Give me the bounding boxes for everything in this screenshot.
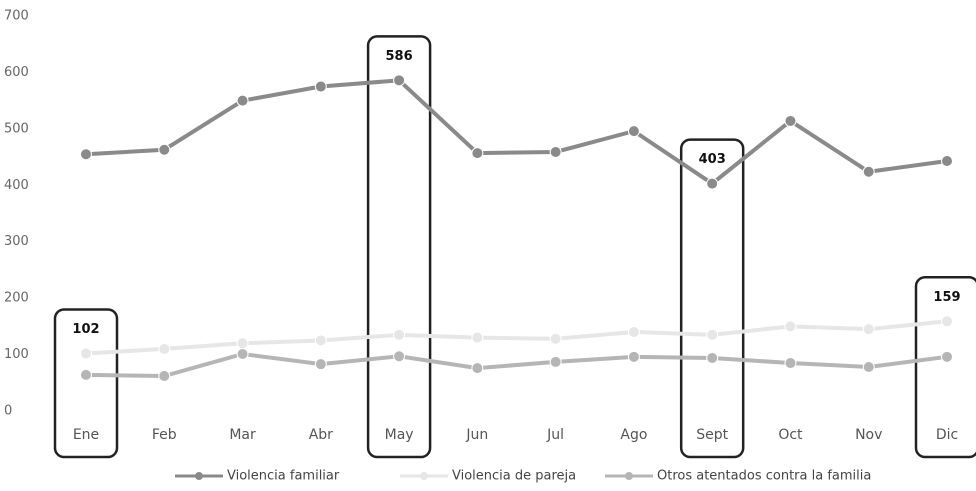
data-point: [942, 351, 953, 362]
data-point: [863, 324, 874, 335]
data-point: [628, 327, 639, 338]
x-tick-label: Abr: [309, 427, 333, 443]
annotation-label: 403: [699, 152, 726, 167]
x-tick-label: Ene: [73, 427, 99, 443]
legend-marker: [195, 472, 203, 480]
y-tick-label: 0: [4, 404, 12, 419]
data-point: [472, 363, 483, 374]
x-tick-label: Ago: [620, 427, 647, 443]
data-point: [550, 333, 561, 344]
data-point: [81, 149, 92, 160]
data-point: [237, 338, 248, 349]
data-point: [942, 156, 953, 167]
data-point: [707, 329, 718, 340]
data-point: [628, 126, 639, 137]
data-point: [81, 369, 92, 380]
data-point: [472, 148, 483, 159]
data-point: [707, 352, 718, 363]
data-point: [394, 329, 405, 340]
chart: 0 100 200 300 400 500 600 700 102 586 403 159 Ene Feb…: [0, 0, 976, 487]
y-tick-label: 500: [4, 121, 29, 136]
data-point: [315, 359, 326, 370]
legend-marker: [625, 472, 633, 480]
data-point: [785, 321, 796, 332]
y-tick-label: 400: [4, 178, 29, 193]
legend-label: Otros atentados contra la familia: [657, 469, 871, 484]
x-tick-label: Mar: [229, 427, 256, 443]
data-point: [315, 335, 326, 346]
data-point: [550, 356, 561, 367]
data-point: [550, 146, 561, 157]
data-point: [237, 349, 248, 360]
series-line: [86, 80, 947, 183]
y-tick-label: 100: [4, 347, 29, 362]
x-tick-label: Dic: [936, 427, 958, 443]
legend-label: Violencia familiar: [227, 469, 340, 484]
x-tick-label: Oct: [778, 427, 803, 443]
data-point: [315, 81, 326, 92]
data-point: [81, 348, 92, 359]
data-point: [785, 115, 796, 126]
data-point: [394, 351, 405, 362]
series-line: [86, 321, 947, 353]
data-point: [863, 166, 874, 177]
annotation-label: 586: [386, 49, 413, 64]
x-tick-label: Feb: [152, 427, 177, 443]
data-point: [237, 95, 248, 106]
x-tick-label: Sept: [696, 427, 728, 443]
data-point: [159, 343, 170, 354]
y-tick-label: 700: [4, 9, 29, 24]
data-point: [628, 351, 639, 362]
data-point: [394, 75, 405, 86]
y-tick-label: 600: [4, 65, 29, 80]
y-tick-label: 200: [4, 291, 29, 306]
data-point: [863, 361, 874, 372]
annotation-label: 159: [933, 290, 960, 305]
legend-label: Violencia de pareja: [452, 469, 576, 484]
data-point: [159, 371, 170, 382]
x-tick-label: Jul: [546, 427, 564, 443]
legend-marker: [420, 472, 428, 480]
data-point: [159, 144, 170, 155]
y-tick-label: 300: [4, 234, 29, 249]
series-line: [86, 354, 947, 376]
x-tick-label: Nov: [855, 427, 882, 443]
x-tick-label: May: [385, 427, 414, 443]
data-point: [472, 332, 483, 343]
data-point: [707, 178, 718, 189]
x-tick-label: Jun: [465, 427, 488, 443]
data-point: [942, 316, 953, 327]
annotation-label: 102: [72, 322, 99, 337]
data-point: [785, 358, 796, 369]
